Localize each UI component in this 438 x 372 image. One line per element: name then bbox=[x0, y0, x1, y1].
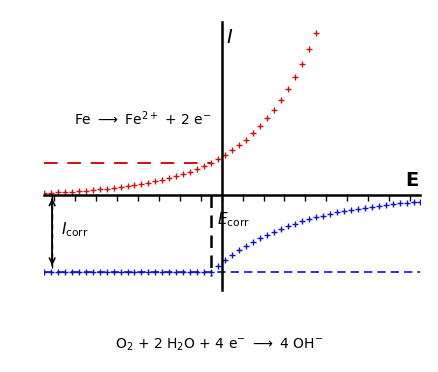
Text: Fe $\longrightarrow$ Fe$^{2+}$ + 2 e$^{-}$: Fe $\longrightarrow$ Fe$^{2+}$ + 2 e$^{-… bbox=[74, 110, 211, 128]
Text: $I$: $I$ bbox=[226, 28, 233, 46]
Text: E: E bbox=[405, 171, 418, 190]
Text: $E_{\rm corr}$: $E_{\rm corr}$ bbox=[218, 210, 251, 229]
Text: O$_2$ + 2 H$_2$O + 4 e$^{-}$ $\longrightarrow$ 4 OH$^{-}$: O$_2$ + 2 H$_2$O + 4 e$^{-}$ $\longright… bbox=[115, 337, 323, 353]
Text: $I_{\rm corr}$: $I_{\rm corr}$ bbox=[60, 221, 88, 239]
